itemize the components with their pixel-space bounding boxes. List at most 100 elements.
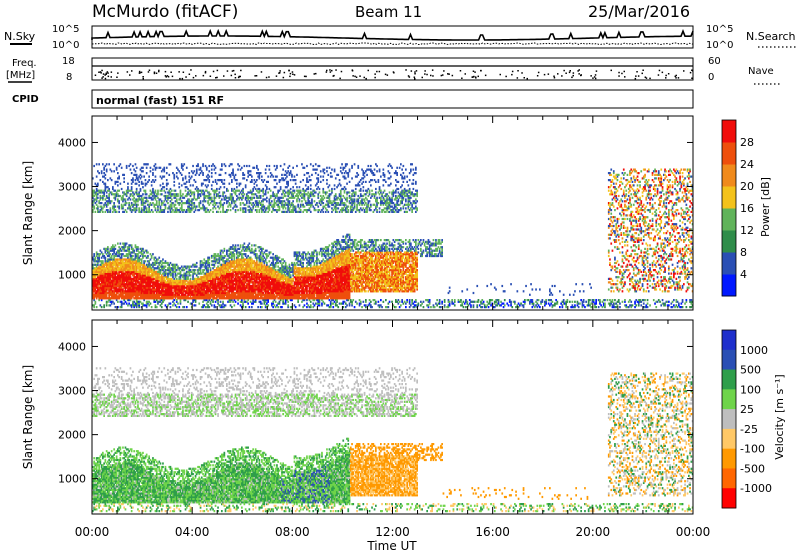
heatmap-cell [120,288,123,291]
heatmap-cell [134,297,137,300]
heatmap-cell [125,267,128,270]
heatmap-cell [179,198,182,201]
nave-point [282,76,285,79]
heatmap-cell [152,284,154,288]
heatmap-cell [168,207,171,210]
heatmap-cell [199,260,202,263]
heatmap-cell [143,263,145,266]
heatmap-cell [159,175,162,178]
heatmap-cell [133,290,135,293]
heatmap-cell [119,277,122,280]
heatmap-cell [125,189,128,192]
heatmap-cell [226,279,228,282]
heatmap-cell [218,261,221,265]
heatmap-cell [115,283,118,286]
heatmap-cell [114,189,117,192]
heatmap-cell [168,269,171,272]
heatmap-cell [154,283,157,286]
heatmap-cell [177,284,179,288]
heatmap-cell [234,269,237,272]
heatmap-cell [159,265,162,268]
heatmap-cell [145,284,148,288]
heatmap-cell [164,270,167,273]
heatmap-cell [138,302,140,305]
heatmap-cell [170,202,173,205]
nave-point [325,71,328,73]
heatmap-cell [139,290,142,293]
heatmap-cell [109,283,112,286]
heatmap-cell [112,295,114,298]
heatmap-cell [207,200,209,203]
heatmap-cell [129,267,132,270]
heatmap-cell [168,173,171,176]
heatmap-cell [104,291,107,295]
heatmap-cell [145,265,148,268]
heatmap-cell [134,284,137,288]
heatmap-cell [218,269,221,272]
heatmap-cell [149,269,152,272]
heatmap-cell [168,196,171,199]
heatmap-cell [92,286,94,289]
heatmap-cell [140,274,143,277]
heatmap-cell [192,291,194,295]
heatmap-cell [95,277,98,280]
heatmap-cell [150,184,153,187]
heatmap-cell [139,247,142,250]
heatmap-cell [212,163,214,166]
heatmap-cell [95,286,98,289]
heatmap-cell [177,279,179,282]
heatmap-cell [114,254,117,258]
heatmap-cell [113,209,115,212]
heatmap-cell [158,286,161,289]
heatmap-cell [208,277,211,280]
heatmap-cell [147,180,149,183]
heatmap-cell [226,189,228,192]
heatmap-cell [137,274,139,277]
heatmap-cell [212,284,214,288]
heatmap-cell [153,267,156,270]
heatmap-cell [208,288,211,291]
heatmap-cell [239,182,242,185]
heatmap-cell [217,254,219,258]
heatmap-cell [194,173,197,176]
heatmap-cell [228,272,231,275]
heatmap-cell [150,288,153,291]
heatmap-cell [128,258,130,261]
heatmap-cell [188,293,191,296]
heatmap-cell [130,187,133,191]
heatmap-cell [267,175,269,178]
heatmap-cell [139,269,142,272]
heatmap-cell [154,194,157,198]
heatmap-cell [232,265,234,268]
heatmap-cell [224,269,227,272]
heatmap-cell [142,284,144,288]
heatmap-cell [178,272,181,275]
heatmap-cell [152,270,154,273]
heatmap-cell [216,288,218,291]
heatmap-cell [114,263,117,266]
heatmap-cell [122,291,124,295]
heatmap-cell [92,279,94,282]
heatmap-cell [117,260,119,263]
heatmap-cell [150,198,153,201]
heatmap-cell [185,283,188,286]
heatmap-cell [134,254,137,258]
heatmap-cell [164,293,167,296]
heatmap-cell [114,210,117,213]
heatmap-cell [145,210,148,213]
heatmap-cell [173,290,176,293]
heatmap-cell [99,295,102,298]
heatmap-cell [165,290,168,293]
heatmap-cell [168,281,171,284]
heatmap-cell [140,295,143,298]
heatmap-cell [178,182,181,185]
heatmap-cell [178,186,181,189]
heatmap-cell [127,267,129,270]
heatmap-cell [194,284,197,288]
heatmap-cell [93,293,95,296]
heatmap-cell [184,175,187,178]
heatmap-cell [115,210,118,213]
heatmap-cell [214,306,217,309]
heatmap-cell [200,290,203,293]
heatmap-cell [125,297,128,300]
